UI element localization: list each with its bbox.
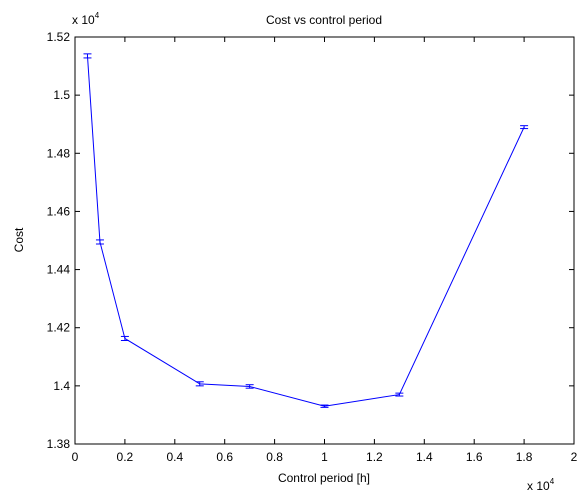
x-tick-label: 0 (72, 450, 79, 464)
y-axis-label: Cost (12, 227, 26, 252)
ticks-layer: 0 0.2 0.4 0.6 0.8 1 1.2 1.4 1.6 1.8 2 1.38 1.4 1.42 1.… (47, 30, 578, 464)
y-tick-label: 1.46 (47, 204, 71, 218)
y-tick-label: 1.4 (53, 379, 70, 393)
x-tick-label: 2 (571, 450, 578, 464)
x-exponent-label: x 104 (527, 477, 555, 493)
error-bar (83, 53, 92, 59)
x-tick-label: 0.6 (216, 450, 233, 464)
series-line (86, 55, 525, 407)
series-layer (83, 53, 529, 408)
error-bar (245, 384, 254, 389)
x-tick-label: 1.4 (416, 450, 433, 464)
y-exponent-label: x 104 (72, 11, 100, 27)
y-tick-label: 1.48 (47, 146, 71, 160)
x-tick-label: 0.2 (117, 450, 134, 464)
y-tick-label: 1.5 (53, 88, 70, 102)
x-axis-label: Control period [h] (278, 471, 370, 485)
x-tick-label: 1 (321, 450, 328, 464)
x-tick-label: 1.2 (366, 450, 383, 464)
error-bar (395, 392, 404, 397)
chart-title: Cost vs control period (266, 13, 382, 27)
y-tick-label: 1.52 (47, 30, 71, 44)
error-bar (320, 404, 329, 408)
error-bar (95, 239, 104, 245)
x-tick-label: 1.6 (466, 450, 483, 464)
x-tick-label: 0.4 (166, 450, 183, 464)
error-bar (120, 335, 129, 342)
x-tick-label: 0.8 (266, 450, 283, 464)
y-tick-label: 1.44 (47, 263, 71, 277)
y-tick-label: 1.38 (47, 437, 71, 451)
y-tick-label: 1.42 (47, 321, 71, 335)
x-tick-label: 1.8 (516, 450, 533, 464)
plot-background (75, 37, 574, 444)
plot-frame (74, 36, 575, 445)
error-bar (520, 125, 529, 130)
error-bar (195, 381, 204, 387)
